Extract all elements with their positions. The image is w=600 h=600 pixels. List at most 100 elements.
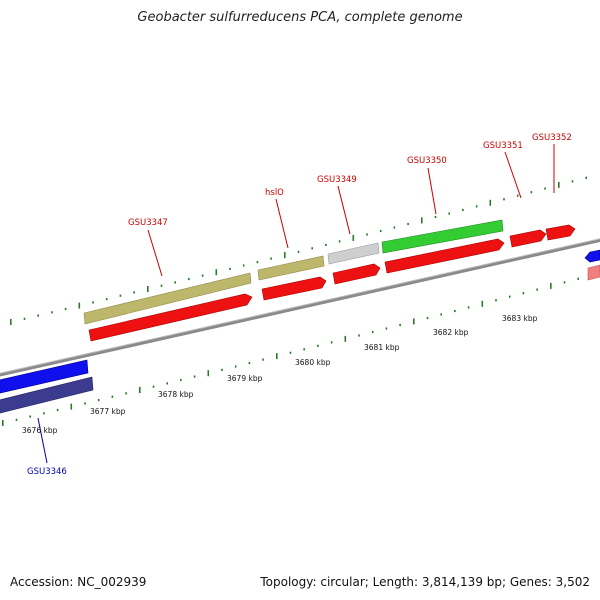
lower-tick	[385, 327, 388, 330]
upper-tick	[393, 226, 396, 229]
scale-label-3676: 3676 kbp	[22, 426, 58, 435]
upper-tick	[256, 261, 259, 264]
lower-tick	[495, 299, 497, 302]
upper-tick	[133, 291, 135, 294]
scale-label-3677: 3677 kbp	[90, 407, 126, 416]
gene-bar-gsu3346-navy[interactable]	[0, 376, 94, 414]
genome-backbone	[0, 238, 600, 377]
lower-tick	[303, 348, 305, 351]
label-gsu3347[interactable]: GSU3347	[128, 218, 168, 228]
lower-tick	[467, 306, 470, 309]
lower-tick	[111, 395, 114, 398]
upper-tick	[366, 233, 368, 236]
accession-text: Accession: NC_002939	[10, 575, 147, 589]
upper-tick	[379, 229, 382, 233]
lower-tick	[289, 351, 292, 354]
upper-tick	[530, 191, 533, 194]
scale-label-3679: 3679 kbp	[227, 374, 263, 383]
genome-backbone-highlight	[0, 238, 600, 374]
lower-tick	[522, 292, 525, 295]
upper-tick	[160, 284, 163, 287]
label-gsu3346[interactable]: GSU3346	[27, 467, 67, 477]
lower-tick	[440, 313, 442, 316]
upper-tick	[585, 176, 587, 179]
lower-tick	[262, 358, 264, 361]
gene-bar-gsu3350[interactable]	[381, 219, 504, 254]
scale-label-3681: 3681 kbp	[364, 343, 400, 352]
lower-tick	[180, 378, 182, 382]
label-gsu3351[interactable]: GSU3351	[483, 141, 523, 151]
lower-tick	[426, 316, 429, 320]
upper-tick	[147, 286, 149, 292]
upper-tick	[407, 222, 409, 226]
lower-tick	[193, 375, 196, 378]
leader-hslo	[275, 198, 289, 249]
gene-bar-edge-blue[interactable]	[584, 249, 600, 263]
leader-gsu3346	[37, 417, 48, 464]
upper-tick	[174, 281, 176, 284]
lower-tick	[358, 334, 360, 337]
upper-tick	[462, 208, 464, 212]
scale-label-3678: 3678 kbp	[158, 390, 194, 399]
lower-tick	[2, 420, 4, 426]
upper-tick	[10, 319, 12, 325]
lower-tick	[70, 403, 73, 410]
upper-tick	[215, 269, 218, 276]
upper-tick	[270, 257, 272, 260]
gene-bar-gsu3347[interactable]	[83, 272, 252, 325]
upper-tick	[475, 205, 478, 208]
lower-tick	[234, 365, 237, 368]
lower-tick	[276, 353, 278, 360]
lower-tick	[413, 318, 415, 325]
scale-label-3682: 3682 kbp	[433, 328, 469, 337]
upper-tick	[338, 240, 341, 243]
upper-tick	[571, 180, 574, 183]
scale-label-3680: 3680 kbp	[295, 358, 331, 367]
lower-tick	[399, 323, 401, 327]
genome-title: Geobacter sulfurreducens PCA, complete g…	[137, 10, 463, 25]
lower-tick	[577, 277, 579, 280]
cds-arrow-2[interactable]	[261, 276, 327, 301]
leader-gsu3347	[147, 229, 163, 277]
lower-tick	[344, 335, 347, 342]
gene-bar-hslo[interactable]	[257, 255, 325, 281]
upper-tick	[516, 194, 519, 197]
lower-tick	[248, 362, 251, 365]
lower-tick	[454, 309, 456, 313]
cds-arrow-3[interactable]	[332, 263, 381, 285]
upper-tick	[201, 274, 204, 277]
cds-arrow-1[interactable]	[88, 293, 253, 342]
label-gsu3352[interactable]: GSU3352	[532, 133, 572, 143]
lower-tick	[550, 282, 552, 289]
upper-tick	[297, 250, 300, 253]
upper-tick	[311, 247, 313, 250]
cds-arrow-4[interactable]	[384, 238, 505, 274]
lower-tick	[371, 330, 374, 334]
feature-track-upper	[83, 219, 504, 325]
label-gsu3349[interactable]: GSU3349	[317, 175, 357, 185]
upper-tick-row	[10, 176, 587, 325]
lower-tick	[29, 415, 31, 418]
leader-gsu3350	[427, 167, 437, 215]
gene-bar-edge-pink[interactable]	[587, 264, 600, 281]
upper-tick	[434, 215, 437, 219]
label-leaders	[37, 144, 555, 464]
upper-tick	[64, 307, 67, 311]
leader-gsu3351	[504, 151, 522, 199]
gene-bar-gsu3349[interactable]	[327, 242, 380, 265]
upper-tick	[229, 267, 231, 270]
upper-tick	[544, 187, 546, 190]
gene-bar-gsu3346-blue[interactable]	[0, 359, 89, 394]
upper-tick	[37, 314, 39, 317]
upper-tick	[325, 243, 327, 246]
lower-tick	[97, 399, 100, 402]
label-gsu3350[interactable]: GSU3350	[407, 156, 447, 166]
cds-arrow-6[interactable]	[545, 224, 576, 241]
feature-track-reverse	[0, 359, 94, 414]
lower-tick	[536, 288, 538, 291]
lower-tick	[508, 295, 511, 298]
cds-arrow-5[interactable]	[509, 229, 547, 248]
label-hslo[interactable]: hslO	[265, 188, 284, 198]
scale-labels: 3676 kbp 3677 kbp 3678 kbp 3679 kbp 3680…	[22, 314, 538, 435]
